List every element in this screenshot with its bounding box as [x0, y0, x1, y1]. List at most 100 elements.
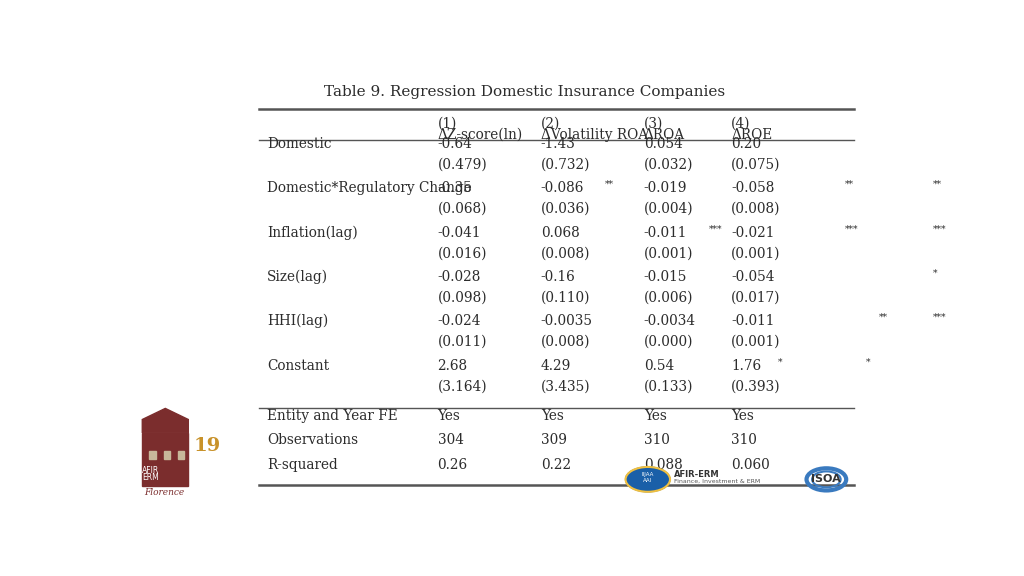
Text: Yes: Yes [541, 409, 563, 423]
Text: -0.0035: -0.0035 [541, 314, 593, 328]
Text: (0.479): (0.479) [437, 157, 487, 172]
Text: (3.164): (3.164) [437, 379, 487, 393]
Text: -0.011: -0.011 [644, 226, 687, 240]
Text: (0.008): (0.008) [541, 335, 590, 349]
Text: (0.011): (0.011) [437, 335, 487, 349]
Text: 0.54: 0.54 [644, 359, 674, 373]
Text: **: ** [845, 180, 854, 189]
Text: -0.64: -0.64 [437, 137, 472, 151]
Text: -0.028: -0.028 [437, 270, 481, 284]
Text: Inflation(lag): Inflation(lag) [267, 225, 357, 240]
Text: **: ** [879, 313, 888, 322]
Text: (0.004): (0.004) [644, 202, 693, 216]
Text: Size(lag): Size(lag) [267, 270, 328, 284]
Text: (0.008): (0.008) [541, 246, 590, 260]
Text: ***: *** [845, 225, 859, 233]
Text: IIJAA
AAI: IIJAA AAI [642, 472, 654, 483]
Text: 310: 310 [731, 433, 757, 448]
Text: Florence: Florence [143, 488, 184, 497]
Text: -0.16: -0.16 [541, 270, 575, 284]
Text: 19: 19 [194, 437, 220, 455]
Text: -0.021: -0.021 [731, 226, 774, 240]
Text: (3): (3) [644, 116, 664, 131]
Polygon shape [142, 408, 188, 433]
Text: 0.088: 0.088 [644, 458, 683, 472]
Text: (3.435): (3.435) [541, 379, 590, 393]
Text: 0.22: 0.22 [541, 458, 570, 472]
Text: (0.001): (0.001) [731, 246, 780, 260]
Text: Entity and Year FE: Entity and Year FE [267, 409, 397, 423]
Text: HHI(lag): HHI(lag) [267, 314, 328, 328]
Text: **: ** [933, 180, 941, 189]
Text: -0.086: -0.086 [541, 181, 584, 195]
Text: (0.110): (0.110) [541, 290, 590, 305]
Text: -0.058: -0.058 [731, 181, 774, 195]
Text: ΔZ-score(ln): ΔZ-score(ln) [437, 128, 523, 142]
Text: 0.26: 0.26 [437, 458, 468, 472]
Text: (2): (2) [541, 116, 560, 131]
Text: Constant: Constant [267, 359, 329, 373]
Text: -0.054: -0.054 [731, 270, 774, 284]
Text: 304: 304 [437, 433, 464, 448]
Text: (0.133): (0.133) [644, 379, 693, 393]
Text: 310: 310 [644, 433, 670, 448]
Text: 0.20: 0.20 [731, 137, 761, 151]
Text: (0.000): (0.000) [644, 335, 693, 349]
Text: (0.032): (0.032) [644, 157, 693, 172]
Text: (1): (1) [437, 116, 457, 131]
Text: ***: *** [933, 313, 946, 322]
Text: (0.732): (0.732) [541, 157, 590, 172]
Text: (0.001): (0.001) [731, 335, 780, 349]
Text: (0.017): (0.017) [731, 290, 780, 305]
Text: Domestic: Domestic [267, 137, 332, 151]
Text: (4): (4) [731, 116, 751, 131]
Text: (0.008): (0.008) [731, 202, 780, 216]
Text: (0.016): (0.016) [437, 246, 487, 260]
Text: Finance, Investment & ERM: Finance, Investment & ERM [674, 479, 760, 484]
Text: -0.041: -0.041 [437, 226, 481, 240]
Text: 0.054: 0.054 [644, 137, 683, 151]
Text: ***: *** [933, 225, 946, 233]
Text: 309: 309 [541, 433, 566, 448]
Text: -0.0034: -0.0034 [644, 314, 696, 328]
Text: (0.006): (0.006) [644, 290, 693, 305]
Text: 4.29: 4.29 [541, 359, 571, 373]
Text: ΔVolatility ROA: ΔVolatility ROA [541, 128, 648, 142]
Text: -0.019: -0.019 [644, 181, 687, 195]
Text: -1.43: -1.43 [541, 137, 575, 151]
Bar [164, 450, 170, 460]
Text: 0.060: 0.060 [731, 458, 770, 472]
Text: (0.036): (0.036) [541, 202, 590, 216]
Text: AFIR: AFIR [142, 466, 160, 475]
Text: 1.76: 1.76 [731, 359, 761, 373]
Text: -0.024: -0.024 [437, 314, 481, 328]
Text: ERM: ERM [142, 473, 159, 482]
Bar [150, 450, 156, 460]
Text: AFIR-ERM: AFIR-ERM [674, 471, 720, 479]
Text: **: ** [605, 180, 614, 189]
Text: *: * [933, 269, 937, 278]
Text: (0.098): (0.098) [437, 290, 487, 305]
Text: (0.068): (0.068) [437, 202, 487, 216]
Bar [142, 433, 188, 486]
Text: (0.393): (0.393) [731, 379, 780, 393]
Circle shape [626, 467, 670, 492]
Text: Yes: Yes [437, 409, 461, 423]
Text: 0.068: 0.068 [541, 226, 580, 240]
Bar [178, 450, 184, 460]
Text: ***: *** [709, 225, 722, 233]
Text: 2.68: 2.68 [437, 359, 468, 373]
Text: ΔROA: ΔROA [644, 128, 685, 142]
Text: R-squared: R-squared [267, 458, 338, 472]
Text: Domestic*Regulatory Change: Domestic*Regulatory Change [267, 181, 472, 195]
Text: ΔROE: ΔROE [731, 128, 772, 142]
Text: ISOA: ISOA [811, 475, 842, 484]
Text: Yes: Yes [731, 409, 754, 423]
Text: -0.011: -0.011 [731, 314, 774, 328]
Text: Table 9. Regression Domestic Insurance Companies: Table 9. Regression Domestic Insurance C… [325, 85, 725, 98]
Text: Yes: Yes [644, 409, 667, 423]
Text: (0.001): (0.001) [644, 246, 693, 260]
Text: *: * [778, 358, 782, 366]
Text: Observations: Observations [267, 433, 358, 448]
Text: *: * [865, 358, 870, 366]
